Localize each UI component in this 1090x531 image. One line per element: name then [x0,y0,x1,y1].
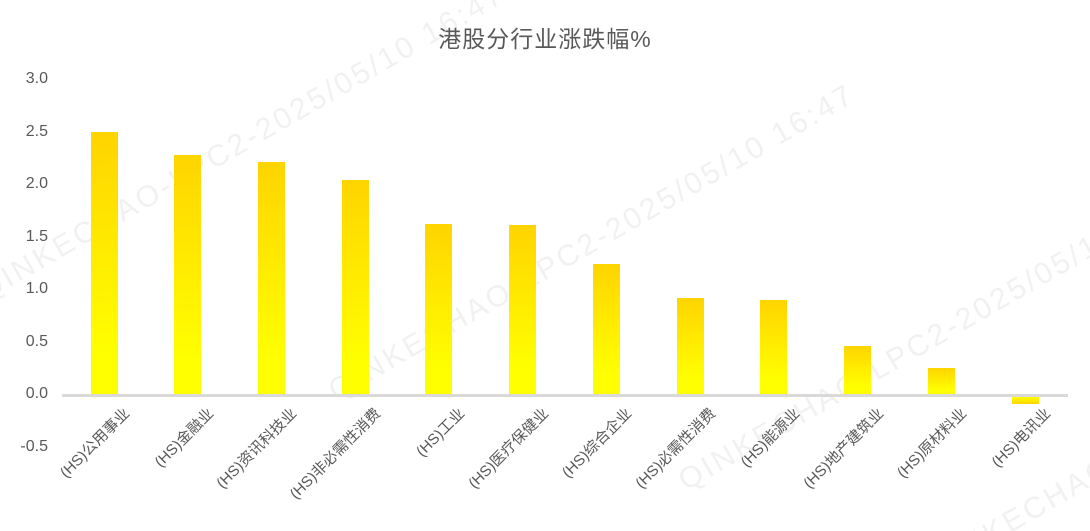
x-axis-baseline [62,394,1068,397]
bar-5 [425,223,453,394]
bar-12 [1011,397,1039,405]
y-tick-label: 0.0 [25,385,48,402]
y-tick-label: 3.0 [25,70,48,87]
x-category-label: (HS)资讯科技业 [213,405,301,492]
bar-11 [927,367,955,394]
bar-7 [592,263,620,394]
chart-title: 港股分行业涨跌幅% [438,26,652,52]
watermark-text: QINKECHAO-LPC2-2025/05/10 16:47 [673,168,1090,498]
bar-8 [676,298,704,394]
x-category-label: (HS)金融业 [151,405,217,471]
x-category-label: (HS)综合企业 [559,405,636,482]
x-category-label: (HS)医疗保健业 [464,405,552,492]
y-tick-label: 2.5 [25,122,48,140]
y-tick-label: -0.5 [20,437,48,455]
bar-3 [257,161,285,394]
x-category-label: (HS)工业 [413,405,469,461]
y-tick-label: 1.0 [25,280,48,297]
bar-4 [341,179,369,394]
y-tick-label: 0.5 [25,332,48,350]
x-category-label: (HS)电讯业 [988,405,1055,471]
y-tick-label: 2.0 [25,175,48,192]
y-tick-label: 1.5 [25,227,48,245]
x-category-label: (HS)原材料业 [894,405,971,482]
bar-10 [844,345,872,394]
bar-2 [174,154,202,394]
x-category-label: (HS)公用事业 [56,405,134,482]
bar-6 [509,224,537,394]
bar-1 [90,131,118,394]
bar-9 [760,299,788,394]
